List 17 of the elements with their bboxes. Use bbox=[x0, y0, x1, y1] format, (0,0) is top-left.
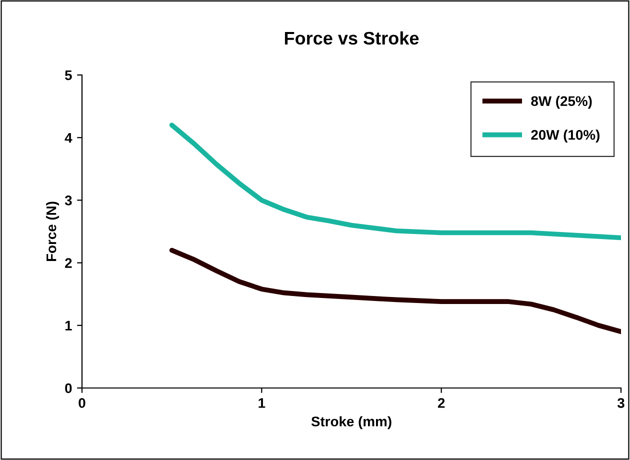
x-tick-label: 0 bbox=[78, 398, 86, 408]
legend-label: 8W (25%) bbox=[531, 96, 592, 109]
line-series bbox=[169, 122, 621, 240]
y-tick-label: 5 bbox=[64, 70, 72, 80]
x-tick-label: 2 bbox=[438, 398, 445, 408]
legend-label: 20W (10%) bbox=[531, 130, 600, 143]
y-tick-label: 2 bbox=[65, 258, 72, 268]
chart-title: Force vs Stroke bbox=[284, 31, 419, 45]
y-tick-label: 4 bbox=[64, 133, 72, 143]
y-tick-label: 1 bbox=[65, 320, 72, 330]
y-tick-label: 3 bbox=[64, 196, 72, 206]
x-axis-title: Stroke (mm) bbox=[311, 416, 392, 430]
y-axis-title: Force (N) bbox=[46, 202, 59, 262]
x-tick-label: 1 bbox=[258, 398, 266, 408]
x-tick-label: 3 bbox=[617, 398, 624, 408]
line-series bbox=[169, 248, 621, 334]
y-tick-label: 0 bbox=[65, 383, 72, 394]
